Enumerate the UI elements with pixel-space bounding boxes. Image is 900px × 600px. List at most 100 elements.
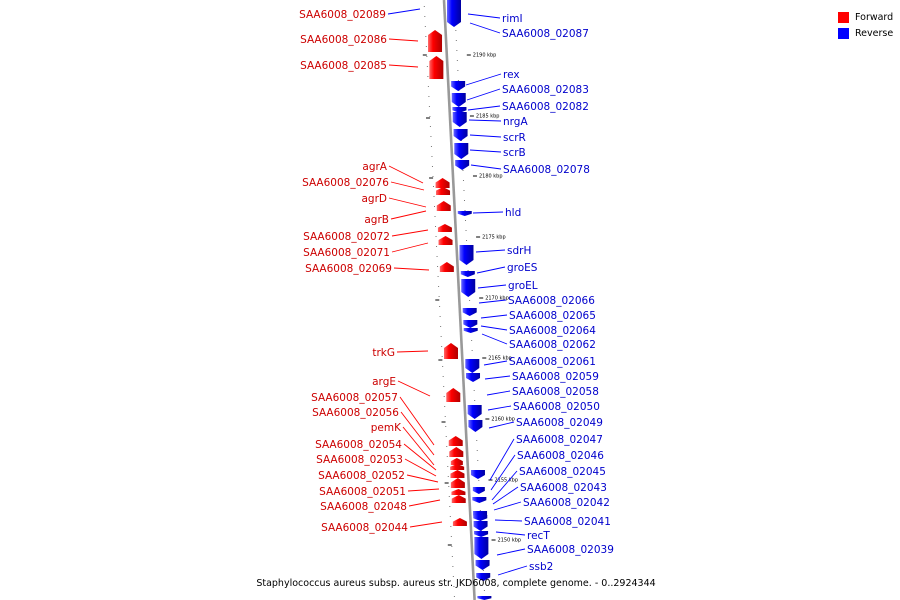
guide-dot bbox=[456, 50, 458, 51]
reverse-gene-label-saa6008-02066: SAA6008_02066 bbox=[508, 295, 595, 307]
reverse-gene-label-saa6008-02078: SAA6008_02078 bbox=[503, 164, 590, 176]
ruler-tick-label: 2175 kbp bbox=[482, 235, 506, 241]
guide-dot bbox=[476, 450, 478, 451]
guide-dot bbox=[453, 586, 455, 587]
reverse-gene-connector bbox=[484, 375, 511, 380]
guide-dot bbox=[432, 186, 434, 187]
forward-gene-saa6008-02085 bbox=[429, 56, 444, 79]
guide-dot bbox=[429, 116, 431, 117]
reverse-gene-connector bbox=[467, 105, 501, 111]
guide-dot bbox=[436, 246, 438, 247]
ruler-tick-label: 2150 kbp bbox=[498, 538, 522, 544]
guide-dot bbox=[448, 496, 450, 497]
ruler-tick-label: 2165 kbp bbox=[488, 356, 512, 362]
guide-dot bbox=[452, 576, 454, 577]
guide-dot bbox=[465, 230, 467, 231]
reverse-gene-label-rex: rex bbox=[503, 69, 520, 81]
reverse-gene-label-nrga: nrgA bbox=[503, 116, 528, 128]
reverse-gene-label-ssb2: ssb2 bbox=[529, 561, 553, 573]
forward-gene-label-saa6008-02056: SAA6008_02056 bbox=[312, 407, 399, 419]
guide-dot bbox=[439, 316, 441, 317]
reverse-gene-connector bbox=[494, 519, 523, 522]
guide-dot bbox=[447, 476, 449, 477]
guide-dot bbox=[447, 466, 449, 467]
guide-dot bbox=[477, 460, 479, 461]
reverse-gene-connector bbox=[486, 390, 511, 396]
forward-gene-connector bbox=[406, 474, 439, 483]
reverse-gene-connector bbox=[481, 333, 508, 345]
guide-dot bbox=[467, 270, 469, 271]
reverse-gene-connector bbox=[480, 314, 508, 319]
guide-dot bbox=[465, 220, 467, 221]
reverse-gene-connector bbox=[495, 531, 526, 536]
guide-dot bbox=[430, 146, 432, 147]
forward-gene-label-trkg: trkG bbox=[372, 347, 395, 359]
reverse-gene-saa6008-02043 bbox=[472, 487, 485, 494]
guide-dot bbox=[457, 70, 459, 71]
guide-dot bbox=[436, 256, 438, 257]
reverse-gene-label-saa6008-02064: SAA6008_02064 bbox=[509, 325, 596, 337]
reverse-gene-saa6008-02062 bbox=[463, 328, 478, 333]
legend-swatch-forward bbox=[838, 11, 849, 23]
legend-item-reverse: Reverse bbox=[838, 25, 893, 41]
reverse-gene-connector bbox=[477, 284, 507, 289]
forward-gene-label-saa6008-02054: SAA6008_02054 bbox=[315, 439, 402, 451]
reverse-gene-connector bbox=[469, 149, 502, 153]
reverse-gene-label-saa6008-02061: SAA6008_02061 bbox=[509, 356, 596, 368]
reverse-gene-connector bbox=[476, 266, 506, 274]
forward-gene-label-agrb: agrB bbox=[364, 214, 389, 226]
guide-dot bbox=[446, 446, 448, 447]
reverse-gene-label-saa6008-02047: SAA6008_02047 bbox=[516, 434, 603, 446]
guide-dot bbox=[432, 176, 434, 177]
forward-gene-label-saa6008-02076: SAA6008_02076 bbox=[302, 177, 389, 189]
guide-dot bbox=[437, 266, 439, 267]
guide-dot bbox=[471, 340, 473, 341]
guide-dot bbox=[441, 356, 443, 357]
forward-gene-label-saa6008-02052: SAA6008_02052 bbox=[318, 470, 405, 482]
reverse-gene-rimi bbox=[447, 0, 461, 27]
forward-gene-label-saa6008-02053: SAA6008_02053 bbox=[316, 454, 403, 466]
guide-dot bbox=[438, 286, 440, 287]
legend-swatch-reverse bbox=[838, 27, 849, 39]
forward-gene-label-arge: argE bbox=[372, 376, 396, 388]
guide-dot bbox=[433, 196, 435, 197]
reverse-gene-sdrh bbox=[459, 245, 474, 265]
reverse-gene-connector bbox=[475, 249, 506, 253]
reverse-gene-connector bbox=[490, 454, 516, 491]
reverse-gene-rect bbox=[473, 521, 488, 531]
reverse-gene-connector bbox=[468, 119, 502, 122]
forward-gene-agrb bbox=[436, 201, 451, 211]
reverse-gene-connector bbox=[470, 164, 502, 170]
guide-dot bbox=[427, 86, 429, 87]
reverse-gene-connector bbox=[472, 211, 504, 214]
guide-dot bbox=[430, 136, 432, 137]
guide-dot bbox=[466, 240, 468, 241]
guide-dot bbox=[445, 436, 447, 437]
guide-dot bbox=[425, 36, 427, 37]
guide-dot bbox=[455, 30, 457, 31]
reverse-gene-saa6008-02059 bbox=[466, 373, 481, 382]
forward-gene-connector bbox=[404, 458, 437, 477]
forward-gene-connector bbox=[403, 443, 437, 471]
reverse-gene-unlabeled bbox=[473, 515, 488, 521]
reverse-gene-label-saa6008-02049: SAA6008_02049 bbox=[516, 417, 603, 429]
guide-dot bbox=[426, 56, 428, 57]
guide-dot bbox=[445, 426, 447, 427]
forward-gene-connector bbox=[388, 64, 419, 68]
reverse-gene-rex bbox=[451, 81, 466, 91]
reverse-gene-label-scrr: scrR bbox=[503, 132, 526, 144]
forward-gene-connector bbox=[396, 350, 429, 353]
guide-dot bbox=[446, 456, 448, 457]
reverse-gene-label-saa6008-02045: SAA6008_02045 bbox=[519, 466, 606, 478]
guide-dot bbox=[473, 390, 475, 391]
reverse-gene-label-saa6008-02083: SAA6008_02083 bbox=[502, 84, 589, 96]
forward-gene-connector bbox=[400, 411, 435, 456]
forward-gene-pemk bbox=[450, 458, 463, 465]
forward-gene-connector bbox=[388, 165, 424, 184]
reverse-gene-label-groes: groES bbox=[507, 262, 538, 274]
guide-dot bbox=[441, 346, 443, 347]
guide-dot bbox=[457, 80, 459, 81]
forward-gene-saa6008-02053 bbox=[450, 470, 465, 478]
reverse-gene-label-saa6008-02042: SAA6008_02042 bbox=[523, 497, 610, 509]
guide-dot bbox=[434, 216, 436, 217]
